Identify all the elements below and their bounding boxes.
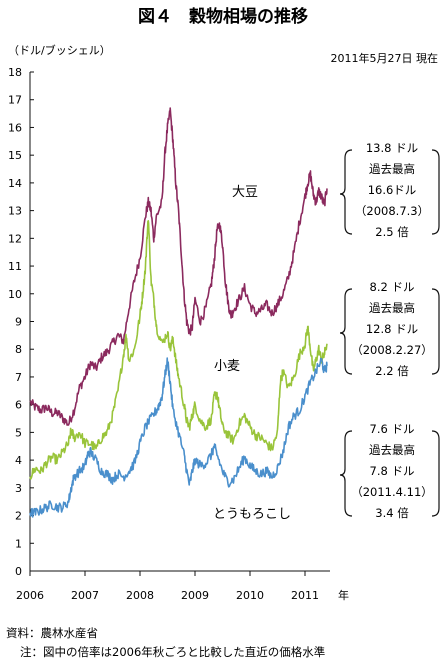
annotation-soybean: 13.8 ドル 過去最高 16.6ドル （2008.7.3） 2.5 倍	[339, 141, 440, 239]
x-unit-label: 年	[338, 588, 349, 602]
source-note: 資料：農林水産省	[6, 626, 98, 640]
x-tick-label: 2009	[181, 589, 209, 602]
annotation-line: 2.2 倍	[375, 364, 409, 378]
y-tick-label: 9	[15, 316, 22, 329]
annotation-line: 16.6ドル	[368, 183, 417, 197]
series-lines	[29, 107, 328, 518]
annotation-line: 13.8 ドル	[366, 141, 418, 155]
annotation-line: 2.5 倍	[375, 225, 409, 239]
y-tick-label: 17	[8, 94, 22, 107]
annotation-line: 7.6 ドル	[370, 422, 415, 436]
annotation-line: （2008.7.3）	[355, 204, 429, 218]
annotation-line: 12.8 ドル	[366, 322, 418, 336]
y-tick-label: 18	[8, 66, 22, 79]
annotation-line: 8.2 ドル	[370, 280, 415, 294]
annotation-wheat: 8.2 ドル 過去最高 12.8 ドル （2008.2.27） 2.2 倍	[339, 280, 440, 378]
y-tick-label: 7	[15, 371, 22, 384]
y-tick-label: 14	[8, 177, 22, 190]
y-tick-label: 16	[8, 121, 22, 134]
y-tick-label: 0	[15, 565, 22, 578]
y-tick-label: 12	[8, 232, 22, 245]
annotation-bracket-right	[431, 149, 440, 235]
y-tick-label: 10	[8, 288, 22, 301]
y-tick-label: 4	[15, 454, 22, 467]
x-tick-label: 2007	[71, 589, 99, 602]
annotation-bracket-left	[339, 288, 353, 375]
x-tick-label: 2011	[291, 589, 319, 602]
chart-title: 図４ 穀物相場の推移	[138, 6, 308, 27]
annotation-corn: 7.6 ドル 過去最高 7.8 ドル （2011.4.11） 3.4 倍	[339, 422, 440, 520]
series-line-0	[29, 107, 328, 426]
annotation-bracket-left	[339, 430, 353, 517]
y-unit-label: （ドル/ブッシェル）	[8, 43, 111, 57]
annotation-line: 過去最高	[369, 162, 415, 176]
series-label-corn: とうもろこし	[213, 507, 291, 522]
annotation-line: 3.4 倍	[375, 506, 409, 520]
annotation-line: 7.8 ドル	[370, 464, 415, 478]
series-line-1	[29, 220, 328, 480]
annotation-line: 過去最高	[369, 443, 415, 457]
date-note: 2011年5月27日 現在	[331, 51, 439, 65]
y-tick-label: 11	[8, 260, 22, 273]
x-tick-label: 2006	[16, 589, 44, 602]
y-tick-label: 2	[15, 510, 22, 523]
y-tick-label: 8	[15, 343, 22, 356]
annotation-line: （2011.4.11）	[351, 485, 433, 499]
series-line-2	[29, 357, 328, 518]
annotation-line: 過去最高	[369, 301, 415, 315]
series-label-soybean: 大豆	[232, 185, 258, 200]
series-label-wheat: 小麦	[214, 359, 240, 374]
y-tick-label: 13	[8, 205, 22, 218]
x-tick-label: 2008	[126, 589, 154, 602]
y-tick-label: 15	[8, 149, 22, 162]
y-tick-label: 3	[15, 482, 22, 495]
x-tick-label: 2010	[236, 589, 264, 602]
y-tick-label: 1	[15, 537, 22, 550]
annotation-bracket-right	[431, 288, 440, 375]
annotation-line: （2008.2.27）	[351, 343, 433, 357]
footnote: 注：図中の倍率は2006年秋ごろと比較した直近の価格水準	[20, 645, 325, 659]
y-tick-label: 5	[15, 426, 22, 439]
annotation-bracket-right	[431, 430, 440, 517]
annotation-bracket-left	[339, 149, 353, 235]
y-tick-label: 6	[15, 399, 22, 412]
